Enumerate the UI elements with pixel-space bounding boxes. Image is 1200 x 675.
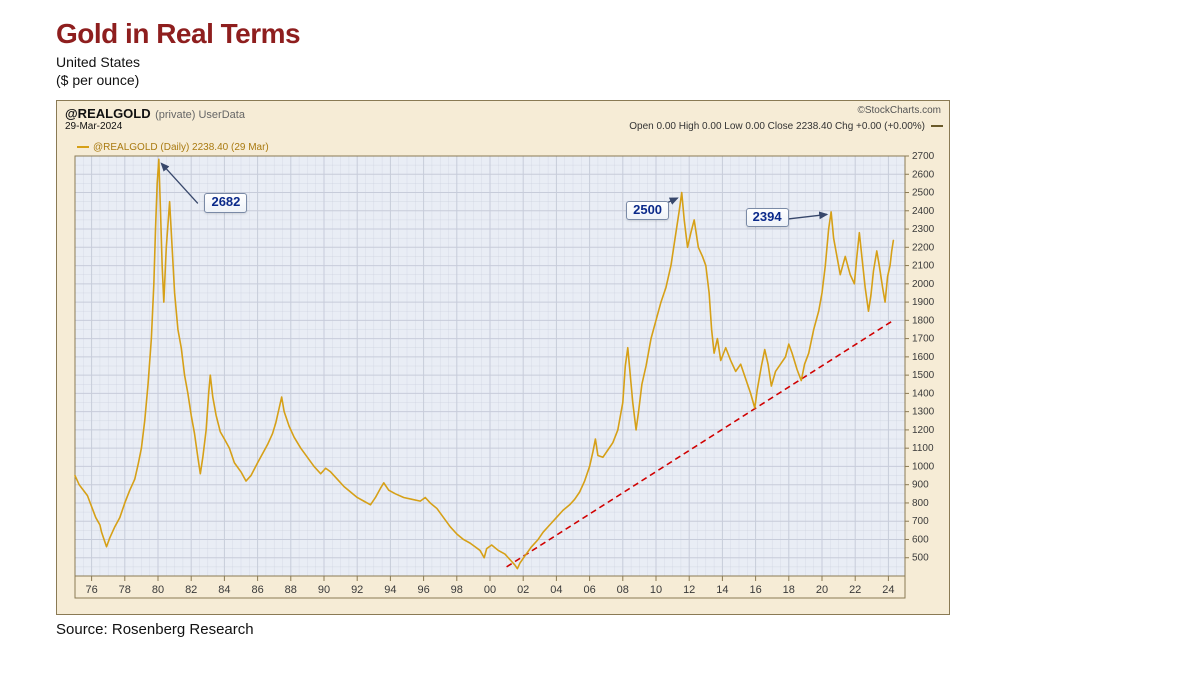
x-tick-label: 22: [849, 584, 861, 596]
callout-box: 2394: [746, 208, 789, 227]
page: { "header": { "title": "Gold in Real Ter…: [0, 0, 1200, 675]
chart-svg: 76 78 80 82 84 86 88 90 92 94 96 98 00 02 04 06 08 10 12 14…: [57, 101, 951, 616]
x-tick-label: 94: [384, 584, 396, 596]
subtitle-region: United States: [56, 54, 140, 70]
x-tick-label: 02: [517, 584, 529, 596]
x-tick-label: 12: [683, 584, 695, 596]
x-tick-label: 90: [318, 584, 330, 596]
x-tick-label: 80: [152, 584, 164, 596]
y-tick-label: 700: [912, 516, 929, 527]
y-tick-label: 2700: [912, 151, 935, 162]
y-tick-label: 600: [912, 534, 929, 545]
x-tick-label: 78: [119, 584, 131, 596]
x-tick-label: 10: [650, 584, 662, 596]
subtitle-units: ($ per ounce): [56, 72, 139, 88]
page-title: Gold in Real Terms: [56, 18, 300, 50]
x-tick-label: 82: [185, 584, 197, 596]
x-tick-label: 98: [451, 584, 463, 596]
callout-box: 2500: [626, 201, 669, 220]
y-tick-label: 1900: [912, 297, 935, 308]
x-tick-label: 86: [251, 584, 263, 596]
y-tick-label: 1300: [912, 407, 935, 418]
y-tick-label: 1000: [912, 461, 935, 472]
y-tick-label: 1400: [912, 388, 935, 399]
x-tick-label: 14: [716, 584, 728, 596]
y-tick-label: 1600: [912, 352, 935, 363]
x-tick-label: 96: [417, 584, 429, 596]
y-tick-label: 800: [912, 498, 929, 509]
callout-box: 2682: [204, 193, 247, 212]
x-tick-label: 92: [351, 584, 363, 596]
y-tick-label: 2600: [912, 169, 935, 180]
x-tick-label: 18: [783, 584, 795, 596]
y-tick-label: 500: [912, 553, 929, 564]
x-tick-label: 76: [85, 584, 97, 596]
x-tick-label: 00: [484, 584, 496, 596]
y-tick-label: 1200: [912, 425, 935, 436]
x-tick-label: 04: [550, 584, 562, 596]
x-tick-label: 88: [285, 584, 297, 596]
y-tick-label: 1100: [912, 443, 934, 454]
x-tick-label: 84: [218, 584, 230, 596]
x-tick-label: 06: [583, 584, 595, 596]
y-tick-label: 2000: [912, 279, 935, 290]
x-tick-label: 08: [617, 584, 629, 596]
y-tick-label: 2500: [912, 188, 935, 199]
y-tick-label: 900: [912, 480, 929, 491]
x-tick-label: 16: [749, 584, 761, 596]
source-attribution: Source: Rosenberg Research: [56, 621, 254, 638]
y-tick-label: 2400: [912, 206, 935, 217]
y-tick-label: 2200: [912, 242, 935, 253]
x-tick-label: 20: [816, 584, 828, 596]
y-tick-label: 2300: [912, 224, 935, 235]
y-tick-label: 2100: [912, 261, 935, 272]
y-tick-label: 1500: [912, 370, 935, 381]
chart-outer: @REALGOLD (private) UserData29-Mar-2024©…: [56, 100, 950, 615]
y-tick-label: 1700: [912, 334, 935, 345]
x-tick-label: 24: [882, 584, 894, 596]
y-tick-label: 1800: [912, 315, 935, 326]
